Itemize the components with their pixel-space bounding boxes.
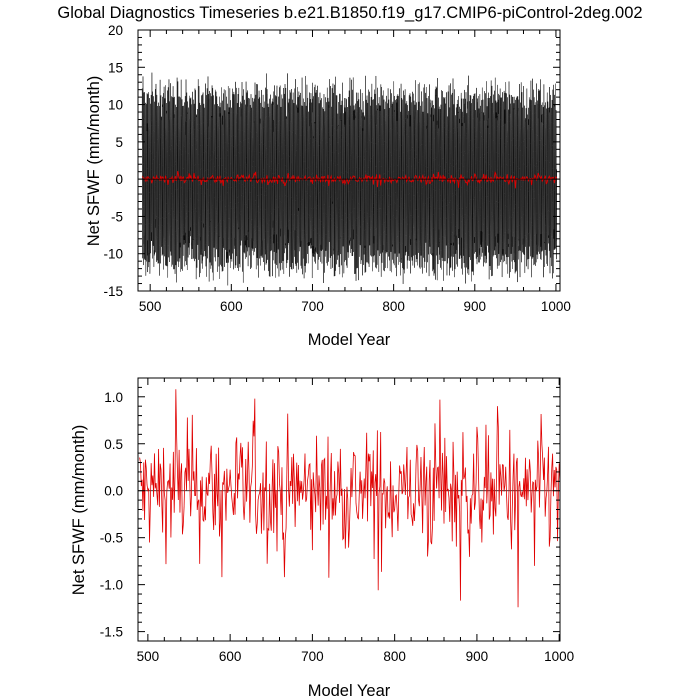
y-tick-label: 1.0: [104, 390, 123, 405]
x-tick-label: 800: [383, 649, 406, 664]
y-tick-label: 0.0: [104, 484, 123, 499]
y-tick-label: -15: [103, 284, 123, 299]
x-tick-label: 900: [464, 299, 487, 314]
x-tick-label: 1000: [541, 299, 571, 314]
y-tick-label: 10: [108, 98, 123, 113]
tick-marks-bottom-panel: [138, 377, 560, 642]
annual-mean-overlay-line: [141, 170, 558, 189]
panel-annual: 500 600 700 800 900 1000 -1.5 -1.0 -0.5 0.0 0.5 1.0…: [70, 377, 574, 700]
tick-marks-top-panel: [138, 29, 560, 292]
x-tick-label: 900: [466, 649, 489, 664]
y-axis-label-bottom: Net SFWF (mm/month): [70, 425, 88, 596]
y-tick-label: -1.0: [100, 578, 123, 593]
y-tick-label: -10: [103, 247, 123, 262]
y-axis-label-top: Net SFWF (mm/month): [85, 76, 103, 247]
annual-series-group: [139, 389, 561, 608]
y-tick-label: 15: [108, 60, 123, 75]
x-tick-label: 1000: [544, 649, 574, 664]
x-axis-label-top: Model Year: [308, 331, 391, 349]
x-tick-label: 700: [301, 649, 324, 664]
x-axis-label-bottom: Model Year: [308, 682, 391, 700]
y-tick-label: 0.5: [104, 437, 123, 452]
monthly-series-line: [141, 72, 557, 286]
x-tick-label: 800: [382, 299, 405, 314]
panel-monthly: 500 600 700 800 900 1000 -15 -10 -5 0 5 10 15 20 Mode…: [85, 23, 571, 349]
x-tick-label: 700: [301, 299, 324, 314]
annual-series-line: [139, 389, 561, 608]
y-tick-label: -1.5: [100, 625, 123, 640]
monthly-series-group: [141, 72, 558, 286]
y-tick-label: -5: [111, 209, 123, 224]
plot-frame-bottom: [137, 377, 561, 642]
plot-frame-top: [137, 29, 561, 292]
x-tick-label: 600: [220, 299, 243, 314]
y-tick-label: -0.5: [100, 531, 123, 546]
y-tick-label: 20: [108, 23, 123, 38]
x-tick-label: 600: [219, 649, 242, 664]
x-tick-label: 500: [137, 649, 160, 664]
tick-labels-top-panel: 500 600 700 800 900 1000 -15 -10 -5 0 5 10 15 20: [103, 23, 570, 314]
x-tick-label: 500: [139, 299, 162, 314]
page-title: Global Diagnostics Timeseries b.e21.B185…: [57, 4, 642, 22]
y-tick-label: 5: [115, 135, 123, 150]
tick-labels-bottom-panel: 500 600 700 800 900 1000 -1.5 -1.0 -0.5 0.0 0.5 1.0: [100, 390, 574, 664]
y-tick-label: 0: [115, 172, 123, 187]
